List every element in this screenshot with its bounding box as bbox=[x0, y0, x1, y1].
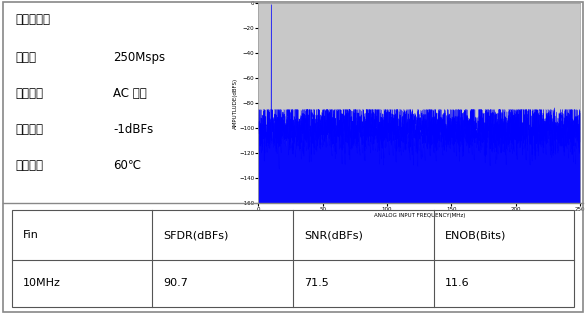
Text: 测试条件：: 测试条件： bbox=[15, 13, 50, 26]
Text: 10MHz: 10MHz bbox=[23, 278, 61, 288]
Text: Fin: Fin bbox=[23, 230, 39, 240]
Text: AC 耦合: AC 耦合 bbox=[113, 87, 147, 100]
Text: 输入幅度: 输入幅度 bbox=[15, 123, 43, 136]
X-axis label: ANALOG INPUT FREQUENCY(MHz): ANALOG INPUT FREQUENCY(MHz) bbox=[373, 214, 465, 219]
Text: 输入模式: 输入模式 bbox=[15, 87, 43, 100]
Text: -1dBFs: -1dBFs bbox=[113, 123, 154, 136]
Text: SNR(dBFs): SNR(dBFs) bbox=[304, 230, 363, 240]
Text: 90.7: 90.7 bbox=[163, 278, 189, 288]
Bar bbox=[12, 210, 574, 306]
Text: ENOB(Bits): ENOB(Bits) bbox=[445, 230, 506, 240]
Y-axis label: AMPUTLUDE(dBFS): AMPUTLUDE(dBFS) bbox=[233, 78, 237, 128]
Text: 采样率: 采样率 bbox=[15, 51, 36, 64]
Text: SFDR(dBFs): SFDR(dBFs) bbox=[163, 230, 229, 240]
Text: 250Msps: 250Msps bbox=[113, 51, 165, 64]
Text: 11.6: 11.6 bbox=[445, 278, 469, 288]
Text: 71.5: 71.5 bbox=[304, 278, 329, 288]
Text: 60℃: 60℃ bbox=[113, 159, 141, 172]
Title: FFT PLOT: FFT PLOT bbox=[400, 0, 438, 3]
Text: 芯片温度: 芯片温度 bbox=[15, 159, 43, 172]
